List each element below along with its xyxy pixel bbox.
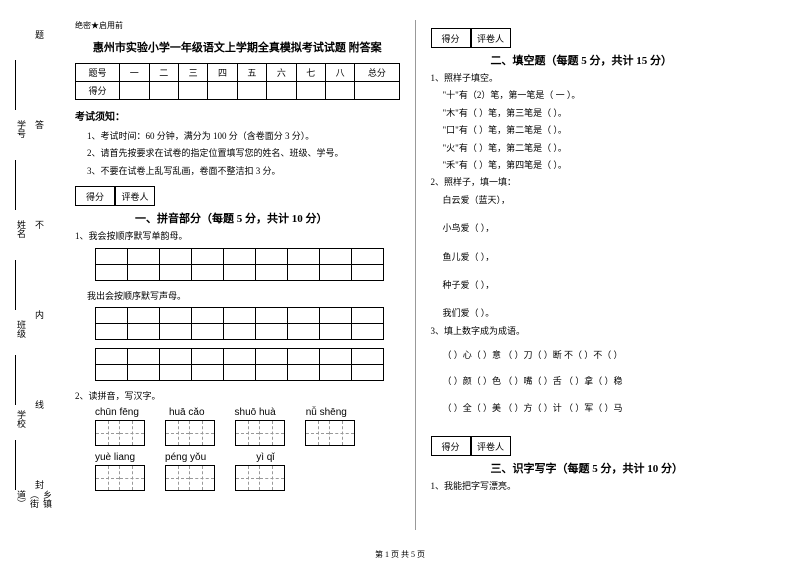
- char-grid: [95, 420, 145, 446]
- pinyin-row: chūn fēng huā cǎo shuō huà nǚ shēng: [95, 407, 400, 418]
- section-score-box: 得分 评卷人: [75, 186, 400, 206]
- score-summary-table: 题号 一 二 三 四 五 六 七 八 总分 得分: [75, 63, 400, 100]
- fill-item: "木"有（ ）笔，第三笔是（ ）。: [431, 106, 756, 120]
- margin-label: 班级: [15, 320, 28, 338]
- table-header: 五: [237, 64, 266, 82]
- margin-label: 姓名: [15, 220, 28, 238]
- table-header: 八: [325, 64, 354, 82]
- table-header: 七: [296, 64, 325, 82]
- char-grid: [235, 420, 285, 446]
- section-score-box: 得分 评卷人: [431, 436, 756, 456]
- idiom-row: （ ）全（ ）美 （ ）方（ ）计 （ ）军（ ）马: [431, 401, 756, 415]
- left-column: 绝密★启用前 惠州市实验小学一年级语文上学期全真模拟考试试题 附答案 题号 一 …: [60, 20, 416, 530]
- answer-grid: [95, 307, 384, 340]
- margin-mark: 封: [33, 480, 46, 489]
- table-header: 题号: [76, 64, 120, 82]
- question-text: 3、填上数字成为成语。: [431, 324, 756, 338]
- margin-label: 学校: [15, 410, 28, 428]
- question-text: 2、读拼音，写汉字。: [75, 389, 400, 403]
- fill-item: "十"有（2）笔，第一笔是（ 一 ）。: [431, 88, 756, 102]
- idiom-row: （ ）颜（ ）色 （ ）嘴（ ）舌 （ ）拿（ ）稳: [431, 374, 756, 388]
- fill-item: 我们爱（ ）。: [431, 306, 756, 320]
- pinyin-row: yuè liang péng yǒu yì qǐ: [95, 452, 400, 463]
- table-header: 一: [120, 64, 149, 82]
- table-header: 四: [208, 64, 237, 82]
- table-header: 六: [267, 64, 296, 82]
- question-text: 1、我能把字写漂亮。: [431, 479, 756, 493]
- margin-mark: 内: [33, 310, 46, 319]
- page-footer: 第 1 页 共 5 页: [0, 549, 800, 560]
- char-grid: [235, 465, 285, 491]
- margin-mark: 线: [33, 400, 46, 409]
- answer-grid: [95, 348, 384, 381]
- question-text: 2、照样子，填一填：: [431, 175, 756, 189]
- char-grid: [305, 420, 355, 446]
- pinyin-label: huā cǎo: [169, 407, 205, 418]
- notice-item: 1、考试时间：60 分钟，满分为 100 分（含卷面分 3 分）。: [75, 129, 400, 143]
- score-label: 得分: [75, 186, 115, 206]
- pinyin-label: yuè liang: [95, 452, 135, 463]
- char-grid-row: [95, 420, 400, 446]
- fill-item: 鱼儿爱（ ），: [431, 250, 756, 264]
- fill-item: 种子爱（ ），: [431, 278, 756, 292]
- pinyin-label: péng yǒu: [165, 452, 206, 463]
- fill-item: "火"有（ ）笔，第二笔是（ ）。: [431, 141, 756, 155]
- char-grid: [165, 420, 215, 446]
- grader-label: 评卷人: [471, 436, 511, 456]
- right-column: 得分 评卷人 二、填空题（每题 5 分，共计 15 分） 1、照样子填空。 "十…: [416, 20, 771, 530]
- confidential-label: 绝密★启用前: [75, 20, 400, 31]
- page-content: 绝密★启用前 惠州市实验小学一年级语文上学期全真模拟考试试题 附答案 题号 一 …: [0, 0, 800, 540]
- section-score-box: 得分 评卷人: [431, 28, 756, 48]
- pinyin-label: shuō huà: [235, 407, 276, 418]
- fill-item: 小鸟爱（ ），: [431, 221, 756, 235]
- notice-item: 2、请首先按要求在试卷的指定位置填写您的姓名、班级、学号。: [75, 146, 400, 160]
- grader-label: 评卷人: [471, 28, 511, 48]
- pinyin-label: yì qǐ: [256, 452, 274, 463]
- section1-title: 一、拼音部分（每题 5 分，共计 10 分）: [135, 210, 400, 226]
- margin-mark: 不: [33, 220, 46, 229]
- binding-margin: 乡镇（街道） 学校 班级 姓名 学号 题 答 不 内 线 封: [15, 20, 55, 520]
- notice-item: 3、不要在试卷上乱写乱画，卷面不整洁扣 3 分。: [75, 164, 400, 178]
- section2-title: 二、填空题（每题 5 分，共计 15 分）: [491, 52, 756, 68]
- fill-item: "口"有（ ）笔，第二笔是（ ）。: [431, 123, 756, 137]
- idiom-row: （ ）心（ ）意 （ ）刀（ ）断 不（ ）不（ ）: [431, 348, 756, 362]
- char-grid-row: [95, 465, 400, 491]
- char-grid: [165, 465, 215, 491]
- score-label: 得分: [76, 82, 120, 100]
- section3-title: 三、识字写字（每题 5 分，共计 10 分）: [491, 460, 756, 476]
- pinyin-label: nǚ shēng: [306, 407, 347, 418]
- margin-label: 乡镇（街道）: [15, 490, 54, 520]
- char-grid: [95, 465, 145, 491]
- score-label: 得分: [431, 436, 471, 456]
- score-label: 得分: [431, 28, 471, 48]
- answer-grid: [95, 248, 384, 281]
- table-header: 三: [178, 64, 207, 82]
- question-text: 1、我会按顺序默写单韵母。: [75, 229, 400, 243]
- question-text: 1、照样子填空。: [431, 71, 756, 85]
- table-header: 总分: [355, 64, 399, 82]
- fill-item: "禾"有（ ）笔，第四笔是（ ）。: [431, 158, 756, 172]
- notice-title: 考试须知：: [75, 108, 400, 123]
- grader-label: 评卷人: [115, 186, 155, 206]
- example-text: 白云爱（蓝天），: [431, 193, 756, 207]
- exam-title: 惠州市实验小学一年级语文上学期全真模拟考试试题 附答案: [75, 39, 400, 55]
- margin-label: 学号: [15, 120, 28, 138]
- question-text: 我出会按顺序默写声母。: [75, 289, 400, 303]
- margin-mark: 题: [33, 30, 46, 39]
- pinyin-label: chūn fēng: [95, 407, 139, 418]
- table-header: 二: [149, 64, 178, 82]
- margin-mark: 答: [33, 120, 46, 129]
